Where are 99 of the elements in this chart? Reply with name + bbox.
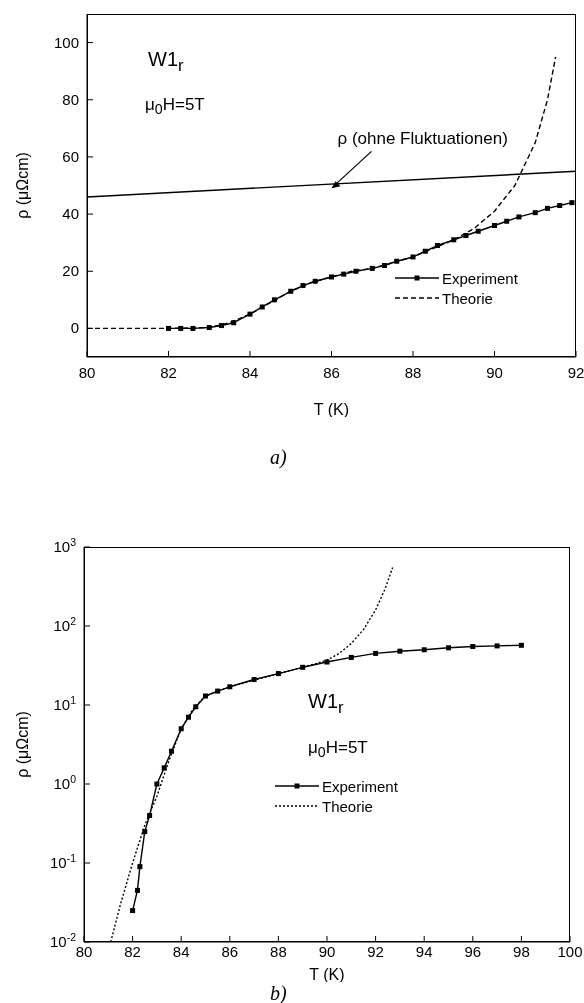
point [130,908,136,914]
point [348,654,354,660]
x-tick-label: 90 [318,942,336,960]
point [166,325,171,331]
point [434,243,440,249]
point [504,218,510,224]
legend-label: Experiment [442,269,518,287]
point [475,228,481,234]
point [161,765,167,771]
point [518,642,524,648]
point [516,214,522,220]
x-tick-label: 92 [567,363,584,381]
y-tick-label: 80 [62,90,79,108]
point [421,647,427,653]
point [312,278,318,284]
legend-label: Experiment [322,777,398,795]
point [451,237,457,243]
x-tick-label: 80 [78,363,96,381]
y-tick-label: 60 [62,147,79,165]
point [324,659,330,665]
point [288,288,294,294]
point [227,684,233,690]
point [470,644,476,650]
y-tick-label: 100 [53,33,79,51]
annotation: W1$_{r}$ [148,48,184,76]
point [190,325,196,331]
y-tick-label: 10$^{-1}$ [49,852,77,871]
point [247,311,253,317]
point [178,726,184,732]
point [381,263,387,269]
x-tick-label: 84 [172,942,190,960]
y-tick-label: 10$^{1}$ [53,694,77,713]
point [271,297,277,303]
legend-label: Theorie [322,797,373,815]
point [544,205,550,211]
legend-label: Theorie [442,289,493,307]
point [142,829,148,835]
point [394,258,400,264]
y-tick-label: 10$^{-2}$ [49,931,77,950]
x-tick-label: 96 [464,942,482,960]
point [218,323,224,329]
point [463,233,469,239]
point [329,274,334,280]
annotation: ρ (ohne Fluktuationen) [337,129,508,149]
point [193,704,199,710]
annotation: μ$_{0}$H=5T [145,95,205,118]
point [206,325,212,331]
point [446,645,451,651]
x-tick-label: 94 [415,942,433,960]
x-tick-label: 90 [486,363,503,381]
y-axis-title: ρ (μΩcm) [13,711,31,778]
point [275,671,281,677]
point [178,325,184,331]
text: a) [270,446,287,468]
point [147,812,153,818]
point [341,271,347,277]
y-tick-label: 20 [62,262,79,280]
annotation: W1$_{r}$ [308,690,344,718]
point [185,714,191,720]
x-tick-label: 86 [323,363,340,381]
point [259,304,265,310]
point [203,693,208,699]
x-tick-label: 82 [124,942,141,960]
point [231,320,237,326]
point [251,677,257,683]
y-tick-label: 0 [70,319,79,337]
x-tick-label: 100 [557,942,583,960]
point [397,648,403,654]
point [300,283,306,289]
y-tick-label: 10$^{2}$ [53,615,77,634]
point [410,254,416,260]
x-tick-label: 98 [513,942,530,960]
y-tick-label: 40 [62,205,79,223]
point [300,664,306,670]
point [373,650,379,656]
point [492,223,497,229]
x-tick-label: 92 [367,942,384,960]
point [557,203,563,209]
x-tick-label: 86 [221,942,239,960]
point [134,887,140,893]
x-tick-label: 88 [270,942,287,960]
annotation: μ$_{0}$H=5T [308,738,368,761]
point [369,265,375,271]
x-tick-label: 80 [75,942,93,960]
point [154,781,160,787]
point [569,200,575,206]
y-axis-title: ρ (μΩcm) [13,152,31,219]
point [168,748,174,754]
point [422,248,428,254]
point [215,688,221,694]
y-tick-label: 10$^{3}$ [53,536,77,555]
x-tick-label: 88 [404,363,422,381]
point [353,268,359,274]
x-tick-label: 82 [160,363,177,381]
point [532,210,538,216]
x-tick-label: 84 [241,363,259,381]
point [494,643,500,649]
point [137,864,143,870]
y-tick-label: 10$^{0}$ [53,773,77,792]
